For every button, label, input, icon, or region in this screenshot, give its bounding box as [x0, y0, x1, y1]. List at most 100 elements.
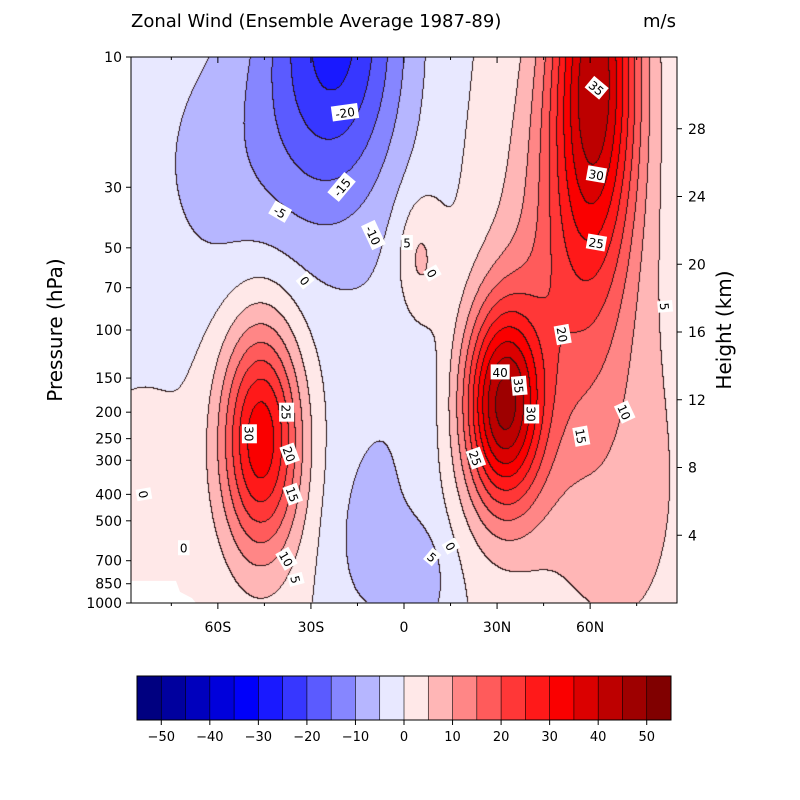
colorbar-swatch: [573, 676, 599, 720]
contour-label: -5: [268, 200, 293, 223]
contour-label-bg: [657, 300, 674, 313]
x-tick-label: 30N: [483, 620, 511, 636]
colorbar-swatch: [355, 676, 381, 720]
contour-label-text: 30: [241, 426, 255, 441]
contour-label-text: 25: [279, 405, 293, 420]
contour-label-bg: [423, 547, 442, 567]
contour-label-text: 5: [287, 574, 303, 585]
y-tick-label: 100: [95, 323, 122, 339]
height-tick-label: 8: [688, 461, 697, 477]
contour-label: 0: [441, 537, 461, 555]
contour-label: 40: [490, 364, 510, 380]
y-tick-label: 250: [95, 432, 122, 448]
contour-label-bg: [510, 375, 528, 396]
y-tick-label: 850: [95, 577, 122, 593]
contour-label: 25: [279, 402, 295, 422]
contour-label-bg: [279, 442, 300, 466]
contour-label-text: 0: [180, 542, 188, 556]
y-tick-label: 500: [95, 514, 122, 530]
contour-label-text: 30: [524, 406, 538, 421]
y-tick-label: 30: [104, 180, 122, 196]
contour-label: 10: [613, 400, 636, 424]
contour-label-bg: [524, 404, 540, 424]
colorbar-swatch: [234, 676, 259, 720]
contour-label-bg: [268, 200, 293, 223]
y-tick-label: 400: [95, 487, 122, 503]
x-tick-label: 60S: [205, 620, 232, 636]
colorbar-tick-label: 10: [444, 730, 461, 745]
contour-label-bg: [279, 402, 295, 422]
units-label: m/s: [643, 11, 676, 32]
contour-label-bg: [177, 540, 190, 556]
colorbar-tick-label: 40: [590, 730, 607, 745]
colorbar-tick-label: −40: [196, 730, 223, 745]
contour-label-bg: [572, 425, 591, 447]
contour-label: 5: [657, 300, 674, 313]
colorbar-swatch: [428, 676, 454, 720]
colorbar-tick-label: 0: [400, 730, 408, 745]
height-tick-label: 20: [688, 257, 706, 273]
contour-label-bg: [613, 400, 636, 424]
colorbar-swatch: [282, 676, 308, 720]
contour-label: 0: [422, 264, 442, 282]
colorbar-swatch: [646, 676, 672, 720]
contour-label-text: 35: [511, 378, 526, 394]
contour-label-bg: [361, 219, 386, 251]
contour-label-bg: [282, 482, 304, 506]
contour-label: 0: [177, 540, 190, 556]
x-tick-label: 60N: [576, 620, 604, 636]
contour-label: 10: [275, 546, 298, 571]
colorbar-tick-label: −20: [293, 730, 320, 745]
colorbar-swatch: [185, 676, 211, 720]
contour-label-text: 5: [403, 236, 411, 250]
colorbar-tick-label: −50: [148, 730, 175, 745]
height-tick-label: 28: [688, 122, 706, 138]
contour-label: 30: [524, 404, 540, 424]
contour-label: -20: [330, 102, 360, 122]
contour-label-text: 25: [588, 235, 605, 251]
contour-label-bg: [327, 171, 356, 202]
contour-label: 25: [465, 446, 487, 470]
contour-label-text: 25: [466, 449, 484, 468]
contour-label-text: 0: [135, 489, 150, 499]
contour-label: 0: [135, 487, 153, 502]
contour-label-bg: [241, 424, 257, 444]
colorbar-swatch: [622, 676, 648, 720]
height-tick-label: 24: [688, 190, 706, 206]
colorbar: −50 −40 −30 −20 −10 0 10 20 30 40 50: [136, 675, 672, 745]
y-tick-label: 200: [95, 405, 122, 421]
contour-label-text: 20: [554, 326, 570, 343]
y-axis-label-right: Height (km): [712, 270, 736, 389]
contour-label-text: 10: [276, 549, 296, 569]
contour-label-bg: [295, 271, 315, 290]
contour-label-text: 20: [280, 445, 298, 464]
contour-label: 35: [510, 375, 528, 396]
topography-mask: [131, 580, 196, 603]
contour-label-text: -20: [334, 105, 355, 122]
colorbar-tick-label: 50: [638, 730, 655, 745]
contour-label-bg: [441, 537, 461, 555]
plot-area: -20-15-10-505035302520403530251510525302…: [131, 57, 677, 603]
contour-label-bg: [585, 233, 608, 252]
chart-title: Zonal Wind (Ensemble Average 1987-89): [131, 11, 501, 32]
contour-label: 5: [423, 547, 442, 567]
contour-label-bg: [553, 323, 572, 346]
contour-label-bg: [287, 571, 305, 587]
contour-label-bg: [135, 487, 153, 502]
contour-label-text: 15: [572, 428, 588, 445]
contour-label: 30: [585, 165, 608, 183]
colorbar-tick-label: −30: [245, 730, 272, 745]
colorbar-swatch: [452, 676, 478, 720]
y-tick-label: 50: [104, 241, 122, 257]
y-axis-label-left: Pressure (hPa): [43, 258, 67, 401]
colorbar-tick-label: 20: [493, 730, 510, 745]
colorbar-tick-label: −10: [342, 730, 369, 745]
contour-label-bg: [401, 234, 413, 250]
colorbar-swatch: [476, 676, 502, 720]
colorbar-tick-label: 30: [541, 730, 558, 745]
contour-label-text: 40: [493, 366, 508, 380]
x-tick-label: 30S: [298, 620, 325, 636]
height-tick-label: 12: [688, 393, 706, 409]
colorbar-swatch: [525, 676, 551, 720]
